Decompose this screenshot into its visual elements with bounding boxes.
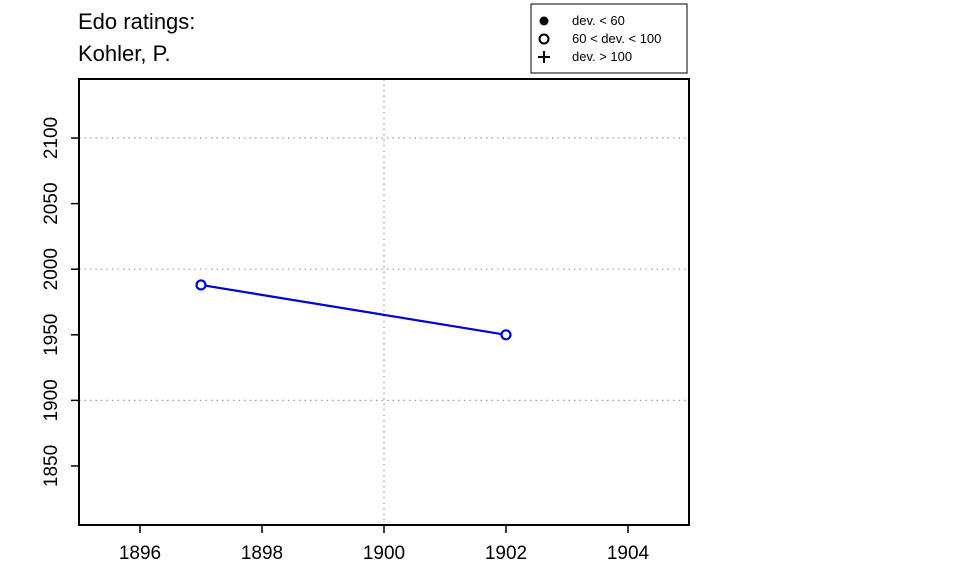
x-tick-label: 1904 (607, 543, 650, 564)
y-tick-label: 2100 (41, 117, 62, 159)
chart-title-line-2: Kohler, P. (78, 41, 171, 66)
x-axis: 1896 1898 1900 1902 1904 (119, 525, 650, 564)
filled-circle-icon (539, 16, 549, 26)
y-tick-label: 2000 (41, 248, 62, 290)
legend-label-dev-60-to-100: 60 < dev. < 100 (572, 31, 661, 46)
y-axis: 1850 1900 1950 2000 2050 2100 (41, 117, 79, 487)
x-tick-label: 1896 (119, 543, 161, 564)
grid-lines (78, 79, 690, 525)
legend-label-dev-under-60: dev. < 60 (572, 13, 625, 28)
series-line (200, 283, 507, 336)
series-layer (195, 279, 512, 341)
y-tick-label: 2050 (41, 182, 62, 224)
x-tick-label: 1902 (485, 543, 527, 564)
legend-label-dev-over-100: dev. > 100 (572, 49, 632, 64)
x-tick-label: 1900 (363, 543, 405, 564)
plus-icon (538, 51, 550, 63)
y-tick-label: 1900 (41, 379, 62, 421)
y-tick-label: 1950 (41, 314, 62, 356)
legend: dev. < 60 60 < dev. < 100 dev. > 100 (530, 3, 688, 74)
data-point (195, 279, 207, 291)
legend-box (530, 3, 688, 74)
x-tick-label: 1898 (241, 543, 283, 564)
chart-title-line-1: Edo ratings: (78, 9, 195, 34)
data-point (500, 329, 512, 341)
open-circle-icon (538, 33, 550, 45)
y-tick-label: 1850 (41, 445, 62, 487)
